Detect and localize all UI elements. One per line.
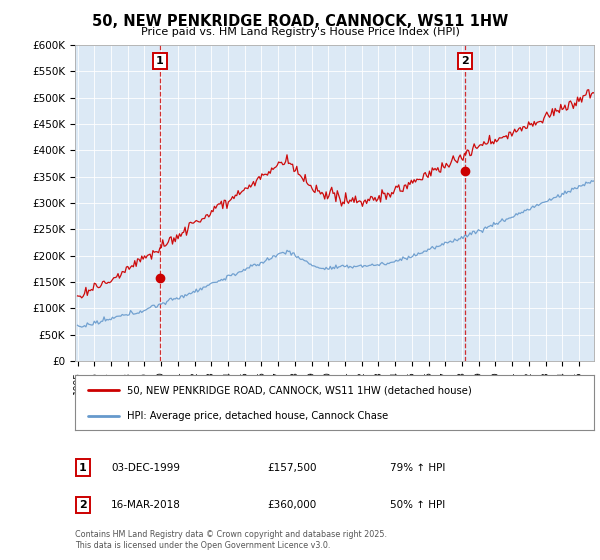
Text: 1: 1 <box>79 463 86 473</box>
Text: 79% ↑ HPI: 79% ↑ HPI <box>390 463 445 473</box>
Text: HPI: Average price, detached house, Cannock Chase: HPI: Average price, detached house, Cann… <box>127 411 388 421</box>
Text: £360,000: £360,000 <box>267 500 316 510</box>
Text: 1: 1 <box>156 55 164 66</box>
Text: 2: 2 <box>79 500 86 510</box>
Text: 50, NEW PENKRIDGE ROAD, CANNOCK, WS11 1HW: 50, NEW PENKRIDGE ROAD, CANNOCK, WS11 1H… <box>92 14 508 29</box>
Text: 50% ↑ HPI: 50% ↑ HPI <box>390 500 445 510</box>
Text: Contains HM Land Registry data © Crown copyright and database right 2025.
This d: Contains HM Land Registry data © Crown c… <box>75 530 387 550</box>
Text: £157,500: £157,500 <box>267 463 317 473</box>
Text: 2: 2 <box>461 55 469 66</box>
Text: 16-MAR-2018: 16-MAR-2018 <box>111 500 181 510</box>
Text: 50, NEW PENKRIDGE ROAD, CANNOCK, WS11 1HW (detached house): 50, NEW PENKRIDGE ROAD, CANNOCK, WS11 1H… <box>127 385 472 395</box>
Text: Price paid vs. HM Land Registry's House Price Index (HPI): Price paid vs. HM Land Registry's House … <box>140 27 460 38</box>
Text: 03-DEC-1999: 03-DEC-1999 <box>111 463 180 473</box>
